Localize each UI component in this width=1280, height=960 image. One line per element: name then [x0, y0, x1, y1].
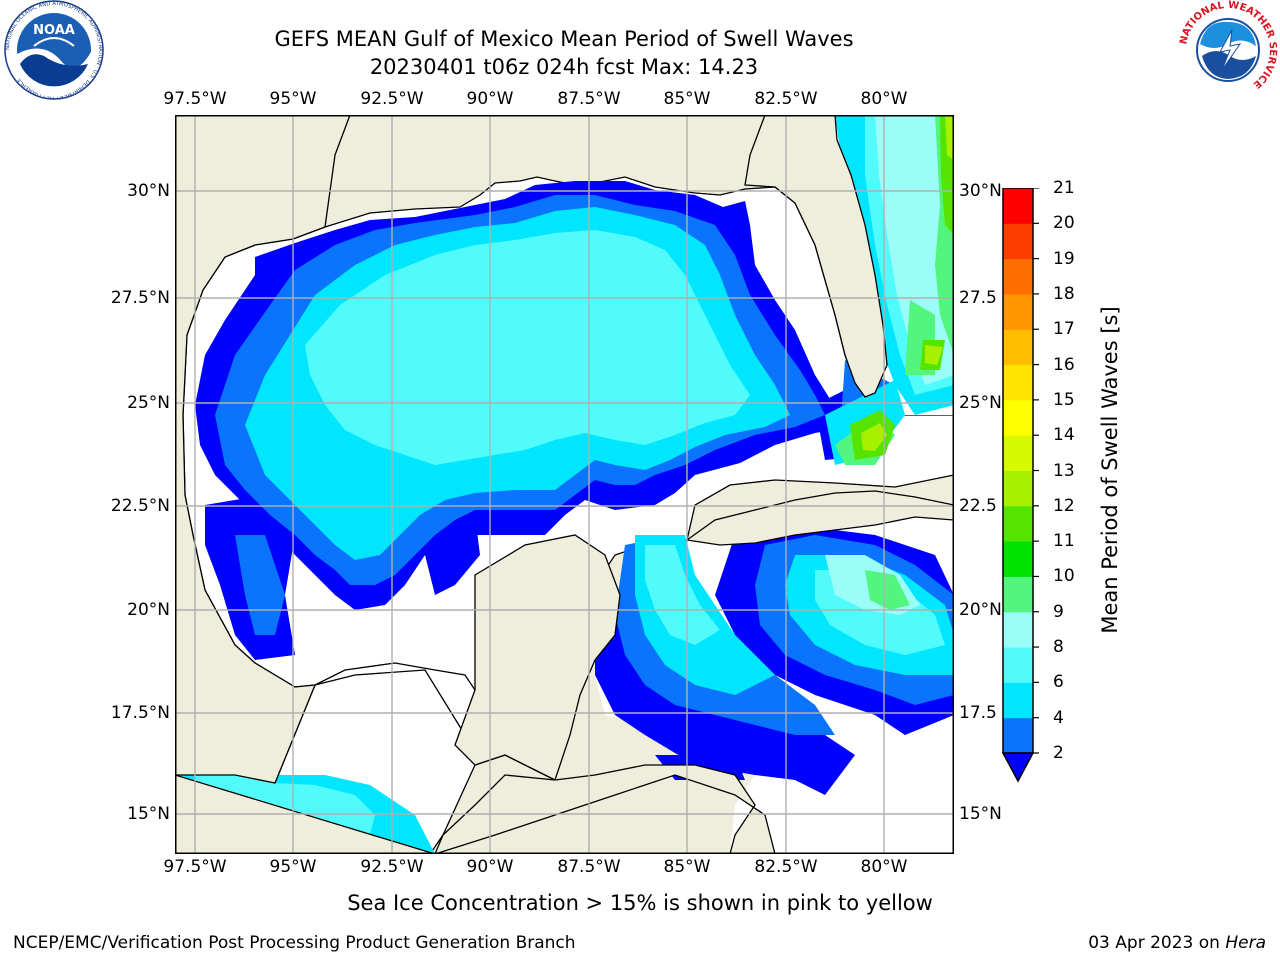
sea-ice-note: Sea Ice Concentration > 15% is shown in …	[347, 891, 933, 915]
noaa-logo-text: NOAA	[33, 23, 75, 38]
colorbar-tick-label: 8	[1053, 637, 1064, 658]
colorbar-tick-label: 4	[1053, 707, 1064, 728]
footer-branch: NCEP/EMC/Verification Post Processing Pr…	[13, 933, 576, 953]
lon-label-bottom: 90°W	[466, 857, 514, 877]
lat-label-left: 15°N	[127, 804, 170, 824]
colorbar-segment	[1003, 576, 1033, 613]
colorbar-segment	[1003, 611, 1033, 648]
colorbar-segment	[1003, 505, 1033, 542]
colorbar-segment	[1003, 258, 1033, 295]
colorbar-tick-label: 12	[1053, 495, 1075, 516]
colorbar-tick-label: 16	[1053, 354, 1075, 375]
mexico-west	[175, 115, 351, 784]
map-title: GEFS MEAN Gulf of Mexico Mean Period of …	[274, 27, 854, 51]
lat-label-right: 17.5	[959, 703, 997, 723]
colorbar-segment	[1003, 435, 1033, 471]
colorbar-segment	[1003, 682, 1033, 719]
lon-label-bottom: 97.5°W	[163, 857, 227, 877]
map-panel	[175, 115, 954, 854]
colorbar-segment	[1003, 541, 1033, 577]
lon-label-bottom: 82.5°W	[754, 857, 818, 877]
lat-label-left: 27.5°N	[110, 288, 170, 308]
colorbar-tick-label: 10	[1053, 566, 1075, 587]
central-america	[175, 764, 954, 854]
colorbar-tick-label: 15	[1053, 389, 1075, 410]
colorbar-segment	[1003, 717, 1033, 754]
yucatan	[454, 534, 621, 781]
lat-label-right: 20°N	[959, 600, 1002, 620]
colorbar-segment	[1003, 364, 1033, 401]
noaa-logo: NATIONAL OCEANIC AND ATMOSPHERIC ADMINIS…	[4, 0, 104, 100]
lon-label-top: 85°W	[663, 89, 711, 109]
swell-12-14s	[861, 115, 954, 451]
lat-label-left: 22.5°N	[110, 496, 170, 516]
lon-label-top: 92.5°W	[360, 89, 424, 109]
lon-label-top: 87.5°W	[557, 89, 621, 109]
lon-label-bottom: 85°W	[663, 857, 711, 877]
lon-label-top: 82.5°W	[754, 89, 818, 109]
lat-label-right: 15°N	[959, 804, 1002, 824]
lon-label-bottom: 80°W	[860, 857, 908, 877]
colorbar-label: Mean Period of Swell Waves [s]	[1098, 306, 1122, 634]
graticule	[175, 115, 954, 854]
cuba	[685, 490, 954, 546]
colorbar-tick-label: 14	[1053, 425, 1075, 446]
florida	[744, 115, 888, 398]
colorbar-tick-label: 19	[1053, 248, 1075, 269]
lon-label-top: 80°W	[860, 89, 908, 109]
lat-label-left: 30°N	[127, 181, 170, 201]
nws-logo: NATIONAL WEATHER SERVICE	[1176, 0, 1280, 100]
colorbar-segment	[1003, 293, 1033, 330]
colorbar-segment	[1003, 188, 1033, 224]
colorbar-segment	[1003, 647, 1033, 683]
map-subtitle-forecast: 20230401 t06z 024h fcst Max: 14.23	[369, 55, 759, 79]
lat-label-left: 25°N	[127, 393, 170, 413]
lon-label-top: 95°W	[269, 89, 317, 109]
lat-label-left: 17.5°N	[110, 703, 170, 723]
colorbar-tick-label: 2	[1053, 743, 1064, 763]
lat-label-left: 20°N	[127, 600, 170, 620]
swell-period-map	[175, 115, 954, 854]
colorbar-graphic	[1002, 188, 1039, 783]
lat-label-right: 30°N	[959, 181, 1002, 201]
lon-label-bottom: 87.5°W	[557, 857, 621, 877]
lon-label-top: 90°W	[466, 89, 514, 109]
lat-label-right: 27.5	[959, 288, 997, 308]
colorbar-tick-label: 20	[1053, 213, 1075, 234]
lon-label-bottom: 92.5°W	[360, 857, 424, 877]
colorbar-segment	[1003, 329, 1033, 366]
colorbar-tick-label: 11	[1053, 531, 1075, 552]
footer-date: 03 Apr 2023 on Hera	[1088, 933, 1266, 953]
colorbar-tick-label: 13	[1053, 460, 1075, 481]
colorbar-segment	[1003, 470, 1033, 507]
colorbar-extend-arrow	[1002, 752, 1035, 783]
colorbar-tick-label: 6	[1053, 672, 1064, 693]
colorbar-tick-label: 17	[1053, 319, 1075, 340]
colorbar-tick-label: 9	[1053, 601, 1064, 622]
lon-label-top: 97.5°W	[163, 89, 227, 109]
lon-label-bottom: 95°W	[269, 857, 317, 877]
footer-date-text: 03 Apr 2023 on	[1088, 933, 1226, 953]
colorbar-segment	[1003, 223, 1033, 260]
colorbar-tick-label: 21	[1053, 178, 1075, 198]
colorbar	[1002, 188, 1046, 783]
colorbar-segment	[1003, 399, 1033, 436]
colorbar-tick-label: 18	[1053, 283, 1075, 304]
footer-machine: Hera	[1225, 933, 1266, 953]
map-frame	[175, 115, 954, 854]
lat-label-right: 25°N	[959, 393, 1002, 413]
lat-label-right: 22.5	[959, 496, 997, 516]
